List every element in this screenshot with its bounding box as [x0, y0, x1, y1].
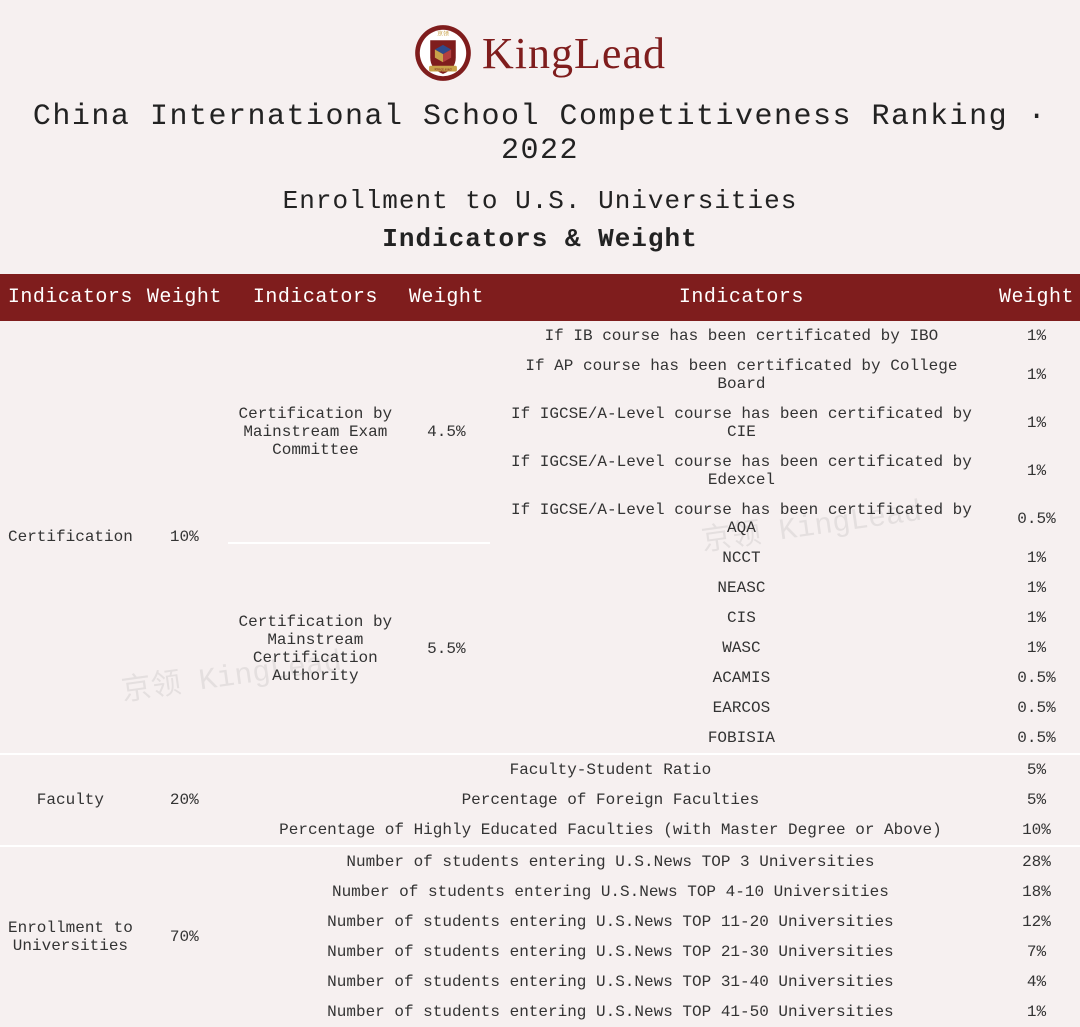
detail-indicator: ACAMIS: [490, 663, 993, 693]
level1-indicator: Faculty: [0, 754, 141, 846]
header-cell: Weight: [993, 274, 1080, 321]
detail-indicator: If IGCSE/A-Level course has been certifi…: [490, 447, 993, 495]
detail-weight: 1%: [993, 633, 1080, 663]
detail-indicator: If AP course has been certificated by Co…: [490, 351, 993, 399]
table-row: Enrollment to Universities70%Number of s…: [0, 846, 1080, 877]
header-cell: Weight: [403, 274, 490, 321]
detail-weight: 1%: [993, 399, 1080, 447]
detail-weight: 0.5%: [993, 495, 1080, 543]
detail-indicator: CIS: [490, 603, 993, 633]
level2-weight: 5.5%: [403, 543, 490, 754]
detail-weight: 5%: [993, 754, 1080, 785]
detail-indicator: Number of students entering U.S.News TOP…: [228, 967, 993, 997]
detail-weight: 1%: [993, 603, 1080, 633]
level1-weight: 20%: [141, 754, 228, 846]
detail-indicator: NEASC: [490, 573, 993, 603]
level1-weight: 10%: [141, 321, 228, 754]
level2-indicator: Certification by Mainstream Certificatio…: [228, 543, 403, 754]
detail-indicator: If IB course has been certificated by IB…: [490, 321, 993, 351]
level2-weight: 4.5%: [403, 321, 490, 543]
detail-weight: 12%: [993, 907, 1080, 937]
detail-weight: 0.5%: [993, 663, 1080, 693]
detail-indicator: WASC: [490, 633, 993, 663]
detail-indicator: Number of students entering U.S.News TOP…: [228, 846, 993, 877]
detail-weight: 0.5%: [993, 723, 1080, 754]
detail-indicator: If IGCSE/A-Level course has been certifi…: [490, 495, 993, 543]
table-row: Faculty20%Faculty-Student Ratio5%: [0, 754, 1080, 785]
table-row: Certification10%Certification by Mainstr…: [0, 321, 1080, 351]
header-cell: Indicators: [228, 274, 403, 321]
detail-indicator: Number of students entering U.S.News TOP…: [228, 997, 993, 1027]
svg-text:KingLead: KingLead: [434, 66, 451, 71]
header-cell: Weight: [141, 274, 228, 321]
detail-indicator: Number of students entering U.S.News TOP…: [228, 907, 993, 937]
level1-indicator: Enrollment to Universities: [0, 846, 141, 1027]
detail-weight: 1%: [993, 321, 1080, 351]
page-header: 京领 KingLead KingLead China International…: [0, 0, 1080, 254]
page-title: China International School Competitivene…: [0, 100, 1080, 168]
detail-indicator: NCCT: [490, 543, 993, 573]
detail-weight: 18%: [993, 877, 1080, 907]
detail-indicator: FOBISIA: [490, 723, 993, 754]
header-cell: Indicators: [0, 274, 141, 321]
detail-weight: 4%: [993, 967, 1080, 997]
brand-name: KingLead: [482, 28, 666, 79]
detail-indicator: Percentage of Highly Educated Faculties …: [228, 815, 993, 846]
detail-indicator: If IGCSE/A-Level course has been certifi…: [490, 399, 993, 447]
detail-weight: 1%: [993, 351, 1080, 399]
kinglead-logo-icon: 京领 KingLead: [414, 24, 472, 82]
detail-weight: 28%: [993, 846, 1080, 877]
page-sub2: Indicators & Weight: [0, 224, 1080, 254]
detail-indicator: Number of students entering U.S.News TOP…: [228, 877, 993, 907]
detail-indicator: EARCOS: [490, 693, 993, 723]
detail-indicator: Number of students entering U.S.News TOP…: [228, 937, 993, 967]
detail-indicator: Faculty-Student Ratio: [228, 754, 993, 785]
page-subtitle: Enrollment to U.S. Universities: [0, 186, 1080, 216]
detail-weight: 1%: [993, 447, 1080, 495]
header-cell: Indicators: [490, 274, 993, 321]
detail-weight: 0.5%: [993, 693, 1080, 723]
level1-weight: 70%: [141, 846, 228, 1027]
logo-row: 京领 KingLead KingLead: [0, 24, 1080, 82]
detail-weight: 1%: [993, 543, 1080, 573]
detail-weight: 10%: [993, 815, 1080, 846]
level2-indicator: Certification by Mainstream Exam Committ…: [228, 321, 403, 543]
detail-indicator: Percentage of Foreign Faculties: [228, 785, 993, 815]
detail-weight: 1%: [993, 997, 1080, 1027]
table-header-row: Indicators Weight Indicators Weight Indi…: [0, 274, 1080, 321]
level1-indicator: Certification: [0, 321, 141, 754]
indicators-table: Indicators Weight Indicators Weight Indi…: [0, 274, 1080, 1027]
detail-weight: 7%: [993, 937, 1080, 967]
detail-weight: 1%: [993, 573, 1080, 603]
detail-weight: 5%: [993, 785, 1080, 815]
